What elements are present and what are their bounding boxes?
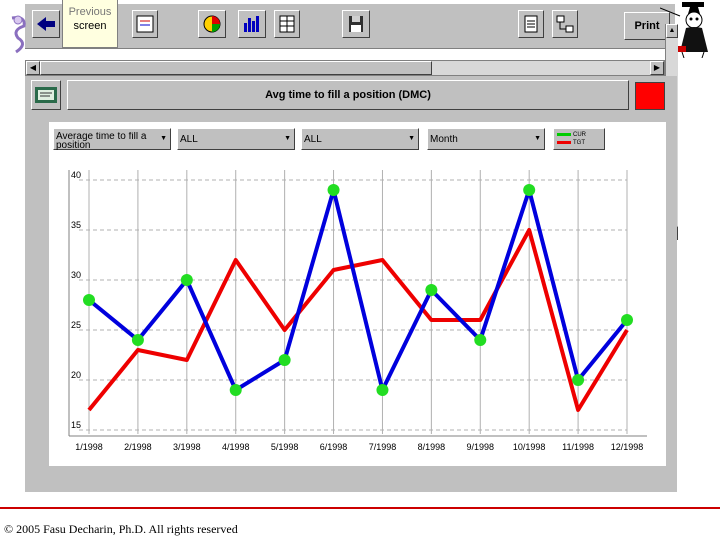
y-tick-label: 20: [71, 370, 81, 380]
chart-legend: CUR TGT: [553, 128, 605, 150]
data-point-cur: [327, 184, 340, 196]
x-tick-label: 4/1998: [222, 442, 250, 452]
horizontal-scrollbar[interactable]: ◀ ▶: [25, 60, 665, 76]
data-point-cur: [180, 274, 193, 286]
toolbar: Previous screen: [0, 0, 720, 58]
report-button[interactable]: [132, 10, 158, 38]
print-button[interactable]: Print: [624, 12, 670, 40]
data-point-cur: [572, 374, 585, 386]
network-button[interactable]: [552, 10, 578, 38]
legend-entry-tgt: TGT: [557, 139, 585, 147]
data-point-cur: [474, 334, 487, 346]
data-point-cur: [376, 384, 389, 396]
copyright-text: © 2005 Fasu Decharin, Ph.D. All rights r…: [4, 522, 238, 536]
previous-screen-label-line2: screen: [73, 20, 107, 32]
save-disk-icon: [349, 16, 363, 32]
previous-screen-button[interactable]: Previous screen: [62, 0, 118, 48]
data-point-cur: [131, 334, 144, 346]
x-tick-label: 2/1998: [124, 442, 152, 452]
filter-dropdown-2-value: ALL: [304, 135, 322, 144]
legend-swatch-tgt: [557, 140, 571, 144]
back-arrow-icon: [37, 17, 55, 31]
network-icon: [556, 15, 574, 33]
professor-cartoon-icon: [660, 2, 708, 58]
chevron-down-icon: ▼: [534, 135, 541, 142]
logo-icon: [11, 15, 26, 54]
legend-label-tgt: TGT: [573, 140, 585, 146]
report-icon: [136, 15, 154, 33]
data-point-cur: [523, 184, 536, 196]
y-tick-label: 30: [71, 270, 81, 280]
data-point-cur: [229, 384, 242, 396]
data-point-cur: [621, 314, 633, 326]
table-button[interactable]: [274, 10, 300, 38]
x-tick-label: 3/1998: [173, 442, 201, 452]
y-tick-label: 25: [71, 320, 81, 330]
x-tick-label: 12/1998: [611, 442, 644, 452]
x-tick-label: 8/1998: [418, 442, 446, 452]
filter-dropdown-1-value: ALL: [180, 135, 198, 144]
pie-chart-icon: [203, 15, 221, 33]
table-icon: [279, 15, 295, 33]
footer-divider: [0, 507, 720, 509]
data-point-cur: [425, 284, 438, 296]
x-tick-label: 11/1998: [562, 442, 594, 452]
line-chart: 15 20 25 30 35 40 1/1998 2/1998 3/1998 4/1998 5/19…: [68, 170, 647, 452]
document-button[interactable]: [518, 10, 544, 38]
period-dropdown-value: Month: [430, 135, 458, 144]
scroll-left-arrow-icon[interactable]: ◀: [26, 61, 40, 75]
data-point-cur: [278, 354, 291, 366]
document-icon: [524, 15, 538, 33]
y-tick-label: 35: [71, 220, 81, 230]
status-indicator: [635, 82, 665, 110]
series-line-cur: [87, 188, 629, 392]
save-button[interactable]: [342, 10, 370, 38]
bar-chart-icon: [244, 16, 259, 32]
x-tick-label: 5/1998: [271, 442, 299, 452]
chevron-down-icon: ▼: [160, 135, 167, 142]
film-report-icon: [35, 87, 57, 103]
y-tick-label: 15: [71, 420, 81, 430]
legend-swatch-cur: [557, 132, 571, 136]
x-tick-label: 10/1998: [513, 442, 546, 452]
horizontal-scroll-thumb[interactable]: [40, 61, 432, 75]
measure-dropdown[interactable]: Average time to fill a position ▼: [53, 128, 171, 150]
previous-screen-label-line1: Previous: [68, 6, 112, 18]
x-tick-label: 6/1998: [320, 442, 348, 452]
x-tick-label: 7/1998: [369, 442, 397, 452]
panel-title: Avg time to fill a position (DMC): [67, 80, 629, 110]
x-tick-label: 9/1998: [467, 442, 495, 452]
pie-chart-button[interactable]: [198, 10, 226, 38]
bar-chart-button[interactable]: [238, 10, 266, 38]
measure-dropdown-value: Average time to fill a position: [56, 132, 147, 150]
series-line-tgt: [87, 228, 629, 412]
x-tick-label: 1/1998: [75, 442, 103, 452]
y-tick-label: 40: [71, 170, 81, 180]
filter-dropdown-2[interactable]: ALL ▼: [301, 128, 419, 150]
data-point-cur: [83, 294, 95, 306]
report-document-button[interactable]: [31, 80, 61, 110]
legend-entry-cur: CUR: [557, 131, 586, 139]
scroll-right-arrow-icon[interactable]: ▶: [650, 61, 664, 75]
chevron-down-icon: ▼: [408, 135, 415, 142]
filter-dropdown-1[interactable]: ALL ▼: [177, 128, 295, 150]
legend-label-cur: CUR: [573, 132, 586, 138]
chart-area: Average time to fill a position ▼ ALL ▼ …: [49, 122, 666, 466]
chevron-down-icon: ▼: [284, 135, 291, 142]
main-panel: Avg time to fill a position (DMC) Averag…: [25, 76, 677, 492]
scroll-up-arrow-icon[interactable]: ▲: [666, 24, 678, 38]
period-dropdown[interactable]: Month ▼: [427, 128, 545, 150]
back-button[interactable]: [32, 10, 60, 38]
